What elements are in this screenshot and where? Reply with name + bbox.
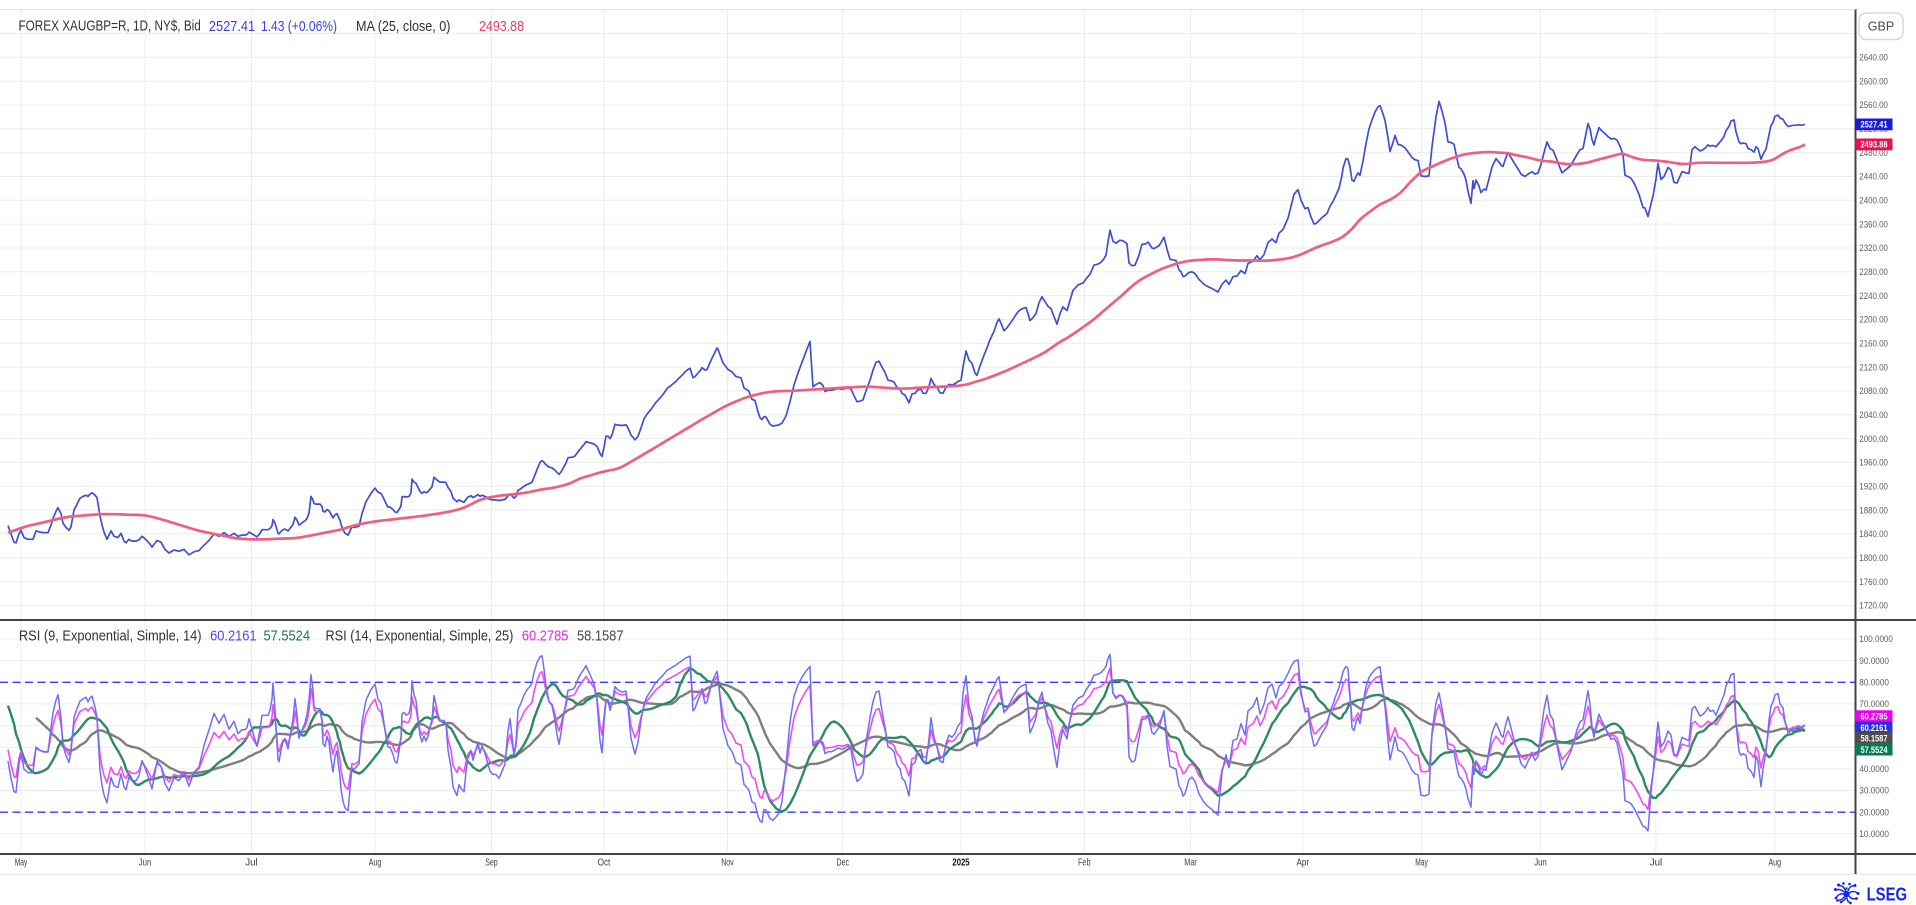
svg-text:RSI (14, Exponential, Simple,: RSI (14, Exponential, Simple, 25) — [326, 628, 514, 645]
svg-text:Sep: Sep — [485, 858, 498, 869]
svg-text:Jun: Jun — [139, 858, 152, 869]
svg-text:40.0000: 40.0000 — [1859, 764, 1889, 774]
svg-text:Apr: Apr — [1297, 858, 1310, 869]
svg-text:2000.00: 2000.00 — [1859, 434, 1888, 444]
svg-text:Jul: Jul — [245, 858, 258, 869]
svg-text:Jun: Jun — [1534, 858, 1547, 869]
svg-text:2440.00: 2440.00 — [1859, 172, 1888, 182]
svg-text:2080.00: 2080.00 — [1859, 386, 1888, 396]
svg-text:2480.00: 2480.00 — [1859, 148, 1888, 158]
svg-text:2640.00: 2640.00 — [1859, 53, 1888, 63]
svg-text:2240.00: 2240.00 — [1859, 291, 1888, 301]
svg-text:60.2785: 60.2785 — [522, 628, 569, 645]
svg-text:1920.00: 1920.00 — [1859, 481, 1888, 491]
svg-text:70.0000: 70.0000 — [1859, 699, 1889, 709]
svg-text:100.0000: 100.0000 — [1859, 634, 1893, 644]
svg-text:60.2161: 60.2161 — [210, 628, 257, 645]
svg-text:Nov: Nov — [721, 858, 734, 869]
svg-text:Aug: Aug — [369, 858, 382, 869]
svg-text:2320.00: 2320.00 — [1859, 243, 1888, 253]
svg-text:Dec: Dec — [837, 858, 850, 869]
svg-text:Oct: Oct — [598, 858, 611, 869]
svg-text:58.1587: 58.1587 — [1861, 733, 1888, 743]
svg-text:2493.88: 2493.88 — [1861, 140, 1888, 150]
svg-text:MA (25, close, 0): MA (25, close, 0) — [356, 18, 451, 35]
svg-text:2120.00: 2120.00 — [1859, 362, 1888, 372]
svg-text:20.0000: 20.0000 — [1859, 807, 1889, 817]
svg-text:2493.88: 2493.88 — [479, 18, 524, 35]
svg-text:RSI (9, Exponential, Simple, 1: RSI (9, Exponential, Simple, 14) — [19, 627, 202, 644]
svg-text:May: May — [15, 858, 27, 869]
svg-text:2280.00: 2280.00 — [1859, 267, 1888, 277]
svg-text:1840.00: 1840.00 — [1859, 529, 1888, 539]
svg-text:1760.00: 1760.00 — [1859, 577, 1888, 587]
svg-text:2400.00: 2400.00 — [1859, 196, 1888, 206]
svg-text:1880.00: 1880.00 — [1859, 505, 1888, 515]
svg-text:2600.00: 2600.00 — [1859, 76, 1888, 86]
svg-text:60.2161: 60.2161 — [1861, 723, 1888, 733]
svg-text:Mar: Mar — [1184, 858, 1197, 869]
svg-text:GBP: GBP — [1868, 20, 1894, 34]
svg-text:2560.00: 2560.00 — [1859, 100, 1888, 110]
svg-text:1960.00: 1960.00 — [1859, 458, 1888, 468]
svg-text:2200.00: 2200.00 — [1859, 315, 1888, 325]
svg-text:10.0000: 10.0000 — [1859, 829, 1889, 839]
svg-text:1800.00: 1800.00 — [1859, 553, 1888, 563]
svg-text:2025: 2025 — [952, 858, 970, 869]
svg-text:May: May — [1415, 858, 1428, 869]
svg-text:2360.00: 2360.00 — [1859, 219, 1888, 229]
svg-text:57.5524: 57.5524 — [1861, 745, 1888, 755]
svg-text:2527.41: 2527.41 — [1861, 120, 1888, 130]
svg-text:60.2785: 60.2785 — [1861, 712, 1888, 722]
svg-text:58.1587: 58.1587 — [577, 628, 624, 645]
svg-text:2527.41: 2527.41 — [209, 18, 255, 35]
svg-text:LSEG: LSEG — [1867, 885, 1908, 905]
svg-text:Aug: Aug — [1769, 858, 1782, 869]
svg-text:Feb: Feb — [1078, 858, 1091, 869]
svg-text:1720.00: 1720.00 — [1859, 601, 1888, 611]
svg-text:57.5524: 57.5524 — [264, 628, 311, 645]
svg-text:30.0000: 30.0000 — [1859, 786, 1889, 796]
svg-text:Jul: Jul — [1650, 858, 1663, 869]
svg-text:FOREX XAUGBP=R, 1D, NY$, Bid: FOREX XAUGBP=R, 1D, NY$, Bid — [19, 18, 201, 35]
svg-text:2160.00: 2160.00 — [1859, 339, 1888, 349]
svg-text:2040.00: 2040.00 — [1859, 410, 1888, 420]
svg-text:90.0000: 90.0000 — [1859, 656, 1889, 666]
svg-text:1.43 (+0.06%): 1.43 (+0.06%) — [261, 18, 337, 35]
svg-text:80.0000: 80.0000 — [1859, 678, 1889, 688]
